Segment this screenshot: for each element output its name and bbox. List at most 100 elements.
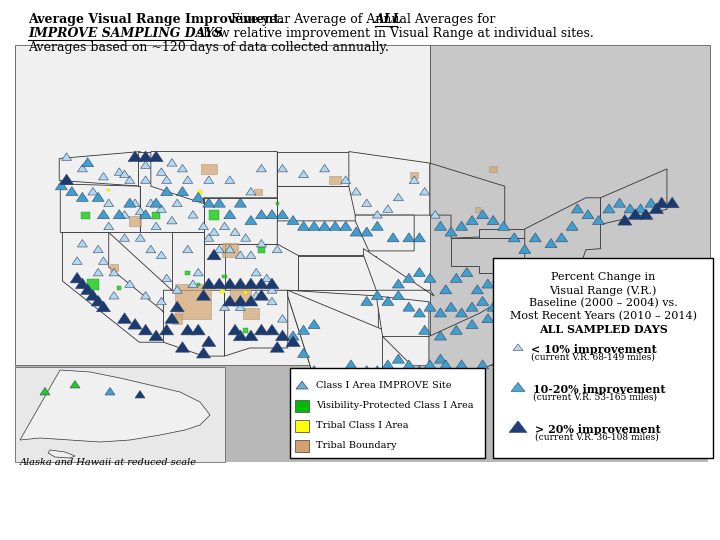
- Polygon shape: [220, 289, 225, 293]
- Polygon shape: [60, 174, 73, 185]
- Text: IMPROVE SAMPLING DAYS: IMPROVE SAMPLING DAYS: [28, 27, 222, 40]
- Polygon shape: [156, 168, 166, 176]
- Bar: [295, 420, 309, 432]
- Polygon shape: [518, 331, 531, 340]
- Text: Tribal Class I Area: Tribal Class I Area: [316, 422, 408, 430]
- Polygon shape: [55, 181, 68, 190]
- Polygon shape: [419, 325, 431, 334]
- Polygon shape: [128, 319, 142, 329]
- Polygon shape: [170, 301, 184, 312]
- Bar: [295, 440, 309, 452]
- Polygon shape: [48, 450, 75, 458]
- Polygon shape: [138, 152, 204, 232]
- Polygon shape: [456, 308, 467, 317]
- Polygon shape: [222, 275, 227, 278]
- Polygon shape: [125, 176, 135, 184]
- Polygon shape: [509, 421, 527, 433]
- Polygon shape: [424, 360, 436, 369]
- Polygon shape: [529, 325, 541, 334]
- Polygon shape: [639, 209, 653, 219]
- Polygon shape: [540, 273, 552, 282]
- Polygon shape: [256, 164, 266, 172]
- Polygon shape: [161, 187, 173, 195]
- Polygon shape: [277, 315, 287, 322]
- Polygon shape: [135, 390, 145, 398]
- Polygon shape: [430, 163, 505, 238]
- Polygon shape: [117, 286, 122, 290]
- Polygon shape: [277, 164, 287, 172]
- Polygon shape: [329, 406, 341, 415]
- Polygon shape: [297, 221, 310, 230]
- Polygon shape: [350, 372, 362, 381]
- Polygon shape: [492, 273, 505, 282]
- Polygon shape: [482, 314, 494, 323]
- Polygon shape: [197, 283, 200, 286]
- Polygon shape: [487, 302, 499, 311]
- Polygon shape: [172, 199, 182, 207]
- Polygon shape: [372, 211, 382, 218]
- Polygon shape: [513, 366, 526, 375]
- Polygon shape: [345, 360, 357, 369]
- Polygon shape: [361, 366, 373, 375]
- Polygon shape: [140, 176, 150, 184]
- Polygon shape: [513, 428, 526, 439]
- Polygon shape: [403, 273, 415, 282]
- Polygon shape: [176, 187, 189, 195]
- Polygon shape: [204, 176, 214, 184]
- Polygon shape: [128, 151, 142, 161]
- Polygon shape: [192, 325, 205, 335]
- Polygon shape: [560, 313, 574, 323]
- Polygon shape: [174, 285, 212, 319]
- Polygon shape: [265, 278, 279, 289]
- Polygon shape: [340, 221, 351, 230]
- Polygon shape: [88, 187, 98, 195]
- Polygon shape: [645, 198, 657, 207]
- Polygon shape: [556, 233, 567, 242]
- Polygon shape: [107, 188, 110, 191]
- Polygon shape: [392, 291, 405, 300]
- Polygon shape: [177, 164, 187, 172]
- Polygon shape: [172, 286, 182, 293]
- Polygon shape: [287, 331, 299, 340]
- Polygon shape: [146, 199, 156, 207]
- Polygon shape: [265, 325, 279, 335]
- Polygon shape: [434, 221, 446, 230]
- Polygon shape: [256, 240, 266, 247]
- Polygon shape: [266, 210, 278, 219]
- Polygon shape: [549, 313, 563, 323]
- Bar: [15, 45, 430, 365]
- Polygon shape: [382, 360, 394, 369]
- Polygon shape: [508, 296, 521, 306]
- Polygon shape: [230, 287, 251, 305]
- Polygon shape: [225, 244, 298, 290]
- Text: (current V.R. 53-165 miles): (current V.R. 53-165 miles): [533, 393, 657, 402]
- Polygon shape: [66, 187, 78, 195]
- Polygon shape: [629, 209, 642, 219]
- Polygon shape: [96, 301, 110, 312]
- Polygon shape: [613, 198, 626, 207]
- Polygon shape: [130, 199, 140, 207]
- Polygon shape: [244, 295, 258, 306]
- Polygon shape: [450, 325, 462, 334]
- Polygon shape: [281, 214, 284, 216]
- Polygon shape: [508, 233, 521, 242]
- Polygon shape: [550, 273, 562, 282]
- Polygon shape: [99, 257, 109, 265]
- Polygon shape: [387, 233, 399, 242]
- Polygon shape: [105, 388, 115, 395]
- Polygon shape: [156, 298, 166, 305]
- Polygon shape: [566, 221, 578, 230]
- Polygon shape: [167, 217, 177, 224]
- Text: Tribal Boundary: Tribal Boundary: [316, 442, 397, 450]
- Polygon shape: [340, 406, 351, 415]
- Polygon shape: [117, 313, 132, 323]
- Polygon shape: [361, 227, 373, 236]
- Polygon shape: [518, 428, 532, 439]
- Polygon shape: [277, 186, 355, 221]
- Polygon shape: [297, 325, 310, 334]
- Text: show relative improvement in Visual Range at individual sites.: show relative improvement in Visual Rang…: [193, 27, 594, 40]
- Polygon shape: [329, 177, 341, 185]
- Polygon shape: [410, 172, 418, 178]
- Polygon shape: [160, 325, 174, 335]
- Polygon shape: [525, 198, 600, 273]
